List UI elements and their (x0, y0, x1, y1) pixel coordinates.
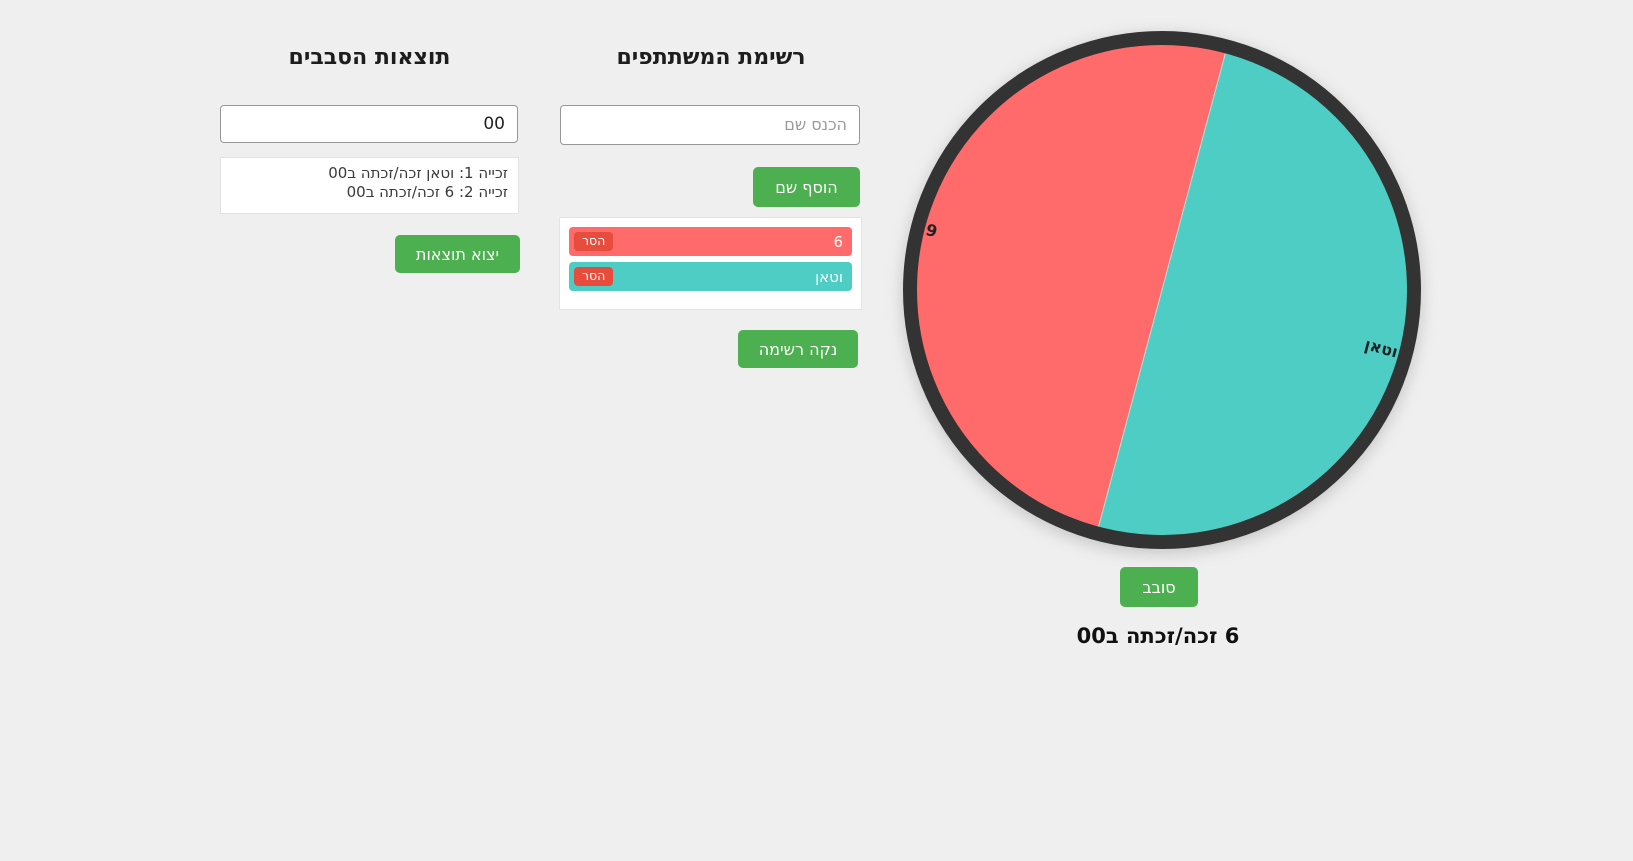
spinner-wheel: 6 וטאן (903, 31, 1421, 549)
prize-input[interactable] (220, 105, 518, 143)
results-panel-title: תוצאות הסבבים (288, 45, 451, 70)
add-name-button[interactable]: הוסף שם (753, 167, 860, 207)
participants-panel-title: רשימת המשתתפים (616, 45, 806, 70)
wheel-border-ring (903, 31, 1421, 549)
wheel-label-red-slice: 6 (924, 219, 940, 240)
winner-announcement: 6 זכה/זכתה ב00 (1076, 624, 1240, 648)
participant-name-input[interactable] (560, 105, 860, 145)
spin-button[interactable]: סובב (1120, 567, 1198, 607)
export-results-button[interactable]: יצוא תוצאות (395, 235, 520, 273)
participant-name: 6 (833, 232, 843, 251)
participant-name: וטאן (815, 267, 843, 286)
participant-item: 6 הסר (569, 227, 852, 256)
clear-list-button[interactable]: נקה רשימה (738, 330, 858, 368)
remove-participant-button[interactable]: הסר (574, 232, 614, 251)
participants-list: 6 הסר וטאן הסר (559, 217, 862, 310)
result-line-2: זכייה 2: 6 זכה/זכתה ב00 (346, 183, 508, 201)
participant-item: וטאן הסר (569, 262, 852, 291)
result-line-1: זכייה 1: וטאן זכה/זכתה ב00 (328, 164, 508, 182)
results-box: זכייה 1: וטאן זכה/זכתה ב00 זכייה 2: 6 זכ… (220, 157, 519, 214)
remove-participant-button[interactable]: הסר (574, 267, 614, 286)
